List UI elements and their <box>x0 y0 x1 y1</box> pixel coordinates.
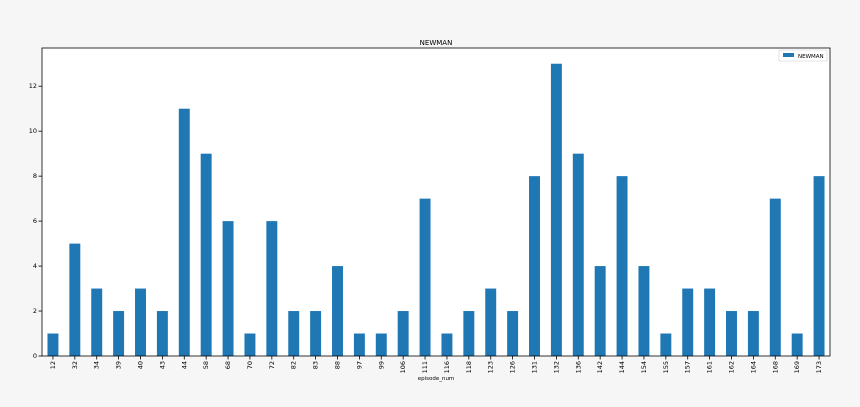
bar <box>485 288 497 356</box>
x-tick-label: 70 <box>246 361 254 369</box>
bar <box>682 288 694 356</box>
bar <box>704 288 716 356</box>
x-tick-label: 157 <box>684 361 692 373</box>
plot-frame <box>41 47 831 357</box>
x-axis: 12 32 34 39 40 43 44 58 68 70 72 82 83 88 97 99 106 111 11… <box>49 356 823 373</box>
x-tick-label: 164 <box>749 361 757 373</box>
bar <box>660 333 672 356</box>
x-tick-label: 82 <box>290 361 298 369</box>
legend-swatch <box>783 53 794 57</box>
bar <box>791 333 803 356</box>
x-tick-label: 111 <box>421 361 429 373</box>
bar <box>135 288 146 356</box>
bar <box>419 198 431 356</box>
bar <box>463 311 475 356</box>
bar <box>332 266 343 356</box>
bar <box>550 63 562 357</box>
x-tick-label: 131 <box>531 361 539 373</box>
x-tick-label: 116 <box>443 361 451 373</box>
bar <box>266 221 278 356</box>
bar <box>353 333 365 356</box>
bar <box>572 153 584 356</box>
bar <box>310 311 322 356</box>
legend: NEWMAN <box>778 49 828 62</box>
bar <box>47 333 59 356</box>
bar <box>178 108 190 356</box>
x-tick-label: 169 <box>793 361 801 373</box>
y-tick-label: 12 <box>29 82 37 90</box>
bar <box>288 311 300 356</box>
bar <box>507 311 519 356</box>
bar <box>616 176 628 356</box>
x-tick-label: 162 <box>728 361 736 373</box>
chart-title: NEWMAN <box>420 39 453 47</box>
x-tick-label: 44 <box>180 361 188 369</box>
x-tick-label: 97 <box>355 361 363 369</box>
x-tick-label: 32 <box>71 361 79 369</box>
bars-group <box>47 63 825 357</box>
x-tick-label: 68 <box>224 361 232 369</box>
bar <box>375 333 387 356</box>
x-tick-label: 154 <box>640 361 648 373</box>
y-tick-label: 10 <box>29 127 37 135</box>
y-tick-label: 0 <box>33 352 37 360</box>
x-tick-label: 155 <box>662 361 670 373</box>
x-tick-label: 99 <box>377 361 385 369</box>
bar <box>638 266 650 356</box>
x-tick-label: 43 <box>158 361 166 369</box>
x-tick-label: 168 <box>771 361 779 373</box>
bar <box>769 198 781 356</box>
x-axis-label: episode_num <box>418 376 455 382</box>
y-tick-label: 4 <box>33 262 37 270</box>
x-tick-label: 106 <box>399 361 407 373</box>
x-tick-label: 132 <box>552 361 560 373</box>
x-tick-label: 136 <box>574 361 582 373</box>
legend-label: NEWMAN <box>798 54 824 60</box>
bar <box>747 311 759 356</box>
bar <box>529 176 540 356</box>
x-tick-label: 72 <box>268 361 276 369</box>
y-tick-label: 2 <box>33 307 37 315</box>
bar <box>200 153 212 356</box>
bar <box>441 333 453 356</box>
x-tick-label: 126 <box>509 361 517 373</box>
x-tick-label: 88 <box>334 361 342 369</box>
x-tick-label: 173 <box>815 361 823 373</box>
bar <box>594 266 606 356</box>
legend-box <box>778 49 828 62</box>
plot-area <box>42 48 830 356</box>
bar <box>397 311 409 356</box>
bar <box>91 288 103 356</box>
x-tick-label: 144 <box>618 361 626 373</box>
bar <box>156 311 168 356</box>
x-tick-label: 12 <box>49 361 57 369</box>
x-tick-label: 58 <box>202 361 210 369</box>
x-tick-label: 34 <box>93 361 101 369</box>
x-tick-label: 123 <box>487 361 495 373</box>
x-tick-label: 39 <box>115 361 123 369</box>
bar <box>113 311 125 356</box>
y-tick-label: 8 <box>33 172 37 180</box>
bar <box>69 243 81 356</box>
x-tick-label: 40 <box>137 361 145 369</box>
bar <box>222 221 234 356</box>
bar <box>244 333 256 356</box>
x-tick-label: 83 <box>312 361 320 369</box>
y-axis: 0 2 4 6 8 10 12 <box>29 82 42 360</box>
x-tick-label: 142 <box>596 361 604 373</box>
bar <box>813 176 825 356</box>
x-tick-label: 161 <box>706 361 714 373</box>
bar <box>726 311 737 356</box>
x-tick-label: 118 <box>465 361 473 373</box>
y-tick-label: 6 <box>33 217 37 225</box>
